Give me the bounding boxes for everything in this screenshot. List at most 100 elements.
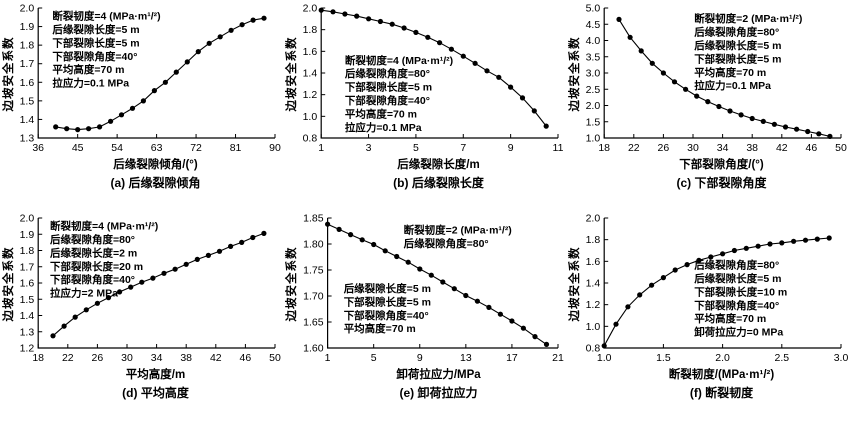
- svg-text:2.0: 2.0: [586, 100, 601, 112]
- svg-text:34: 34: [151, 352, 163, 364]
- svg-text:22: 22: [62, 352, 74, 364]
- x-axis-label-b: 后缘裂隙长度/m: [397, 159, 480, 171]
- svg-text:3: 3: [366, 142, 372, 154]
- x-axis-label-a: 后缘裂隙倾角/(°): [113, 159, 198, 171]
- svg-text:断裂韧度=2 (MPa·m¹/²): 断裂韧度=2 (MPa·m¹/²): [404, 224, 512, 237]
- svg-text:1.2: 1.2: [20, 343, 35, 355]
- svg-text:13: 13: [460, 352, 472, 364]
- svg-text:2.0: 2.0: [586, 213, 601, 225]
- svg-text:下部裂隙长度=5 m: 下部裂隙长度=5 m: [694, 52, 781, 65]
- svg-text:后缘裂隙长度=5 m: 后缘裂隙长度=5 m: [694, 272, 781, 285]
- svg-text:卸荷拉应力=0 MPa: 卸荷拉应力=0 MPa: [694, 326, 783, 339]
- chart-b: 0.8 1.0 1.2 1.4 1.6 1.8 2.0 1 3 5 7 9 11 断裂韧度=4 (MPa·…: [303, 3, 564, 155]
- panel-c: 边坡安全系数 1.0 1.5 2.0 2.5 3.0 3.5 4.0 4.5 5.0 18 22 26…: [566, 0, 849, 210]
- svg-text:2.0: 2.0: [303, 3, 318, 15]
- svg-text:1.6: 1.6: [20, 278, 35, 290]
- x-axis-label-d: 平均高度/m: [125, 369, 186, 381]
- svg-text:下部裂隙长度=5 m: 下部裂隙长度=5 m: [52, 36, 139, 49]
- svg-text:拉应力=0.1 MPa: 拉应力=0.1 MPa: [345, 121, 422, 134]
- svg-text:72: 72: [190, 142, 202, 154]
- svg-text:后缘裂隙角度=80°: 后缘裂隙角度=80°: [50, 233, 135, 246]
- x-axis-label-e: 卸荷拉应力/MPa: [396, 369, 481, 381]
- svg-text:1.3: 1.3: [20, 133, 35, 145]
- svg-text:2.0: 2.0: [20, 213, 35, 225]
- svg-text:26: 26: [658, 142, 670, 154]
- svg-text:54: 54: [111, 142, 123, 154]
- svg-text:22: 22: [628, 142, 640, 154]
- svg-text:46: 46: [806, 142, 818, 154]
- svg-text:5: 5: [371, 352, 377, 364]
- svg-text:平均高度=70 m: 平均高度=70 m: [694, 66, 766, 79]
- svg-text:30: 30: [121, 352, 133, 364]
- svg-text:断裂韧度=4 (MPa·m¹/²): 断裂韧度=4 (MPa·m¹/²): [50, 220, 158, 233]
- svg-text:2.5: 2.5: [586, 84, 601, 96]
- svg-text:9: 9: [417, 352, 423, 364]
- svg-text:46: 46: [240, 352, 252, 364]
- svg-text:1.9: 1.9: [20, 229, 35, 241]
- caption-b: (b) 后缘裂隙长度: [393, 176, 484, 190]
- svg-text:1.2: 1.2: [303, 89, 318, 101]
- svg-text:下部裂隙长度=20 m: 下部裂隙长度=20 m: [50, 260, 143, 273]
- svg-text:1.2: 1.2: [586, 299, 601, 311]
- chart-f: 0.81.01.21.41.61.82.01.0 1.5 2.0 2.5 3.0后缘裂隙…: [586, 213, 849, 365]
- svg-text:下部裂隙长度=5 m: 下部裂隙长度=5 m: [344, 295, 431, 308]
- svg-text:42: 42: [776, 142, 788, 154]
- chart-c: 1.0 1.5 2.0 2.5 3.0 3.5 4.0 4.5 5.0 18 22 26 30 34 38 4…: [586, 3, 847, 155]
- svg-text:50: 50: [269, 352, 281, 364]
- svg-text:42: 42: [210, 352, 222, 364]
- svg-text:1.8: 1.8: [20, 245, 35, 257]
- svg-text:1.7: 1.7: [20, 261, 35, 273]
- svg-text:63: 63: [151, 142, 163, 154]
- svg-text:9: 9: [508, 142, 514, 154]
- svg-text:1.85: 1.85: [303, 213, 324, 225]
- caption-f: (f) 断裂韧度: [689, 386, 754, 400]
- svg-text:后缘裂隙长度=5 m: 后缘裂隙长度=5 m: [52, 23, 139, 36]
- svg-text:断裂韧度=2 (MPa·m¹/²): 断裂韧度=2 (MPa·m¹/²): [694, 12, 802, 25]
- svg-text:1.6: 1.6: [20, 77, 35, 89]
- panel-b: 边坡安全系数 0.8 1.0 1.2 1.4 1.6 1.8 2.0 1 3 5 7 9 11 断裂韧度=…: [283, 0, 566, 210]
- svg-text:1.6: 1.6: [586, 256, 601, 268]
- svg-text:1.0: 1.0: [597, 352, 612, 364]
- svg-text:81: 81: [230, 142, 242, 154]
- svg-text:36: 36: [32, 142, 44, 154]
- svg-text:后缘裂隙角度=80°: 后缘裂隙角度=80°: [694, 259, 779, 272]
- svg-text:1.4: 1.4: [303, 68, 318, 80]
- svg-text:21: 21: [552, 352, 564, 364]
- svg-text:2.0: 2.0: [20, 3, 35, 15]
- svg-text:后缘裂隙长度=5 m: 后缘裂隙长度=5 m: [344, 282, 431, 295]
- caption-c: (c) 下部裂隙角度: [676, 176, 767, 190]
- svg-text:后缘裂隙角度=80°: 后缘裂隙角度=80°: [404, 237, 489, 250]
- svg-text:1.5: 1.5: [656, 352, 671, 364]
- panel-e: 边坡安全系数 1.60 1.65 1.70 1.75 1.80 1.85 1 5 9 13 17 21…: [283, 210, 566, 421]
- svg-text:1: 1: [325, 352, 331, 364]
- svg-text:平均高度=70 m: 平均高度=70 m: [344, 322, 416, 335]
- svg-text:17: 17: [506, 352, 518, 364]
- svg-text:1.75: 1.75: [303, 265, 324, 277]
- svg-text:7: 7: [460, 142, 466, 154]
- svg-text:38: 38: [180, 352, 192, 364]
- svg-text:平均高度=70 m: 平均高度=70 m: [694, 312, 766, 325]
- svg-text:断裂韧度=4 (MPa·m¹/²): 断裂韧度=4 (MPa·m¹/²): [52, 10, 160, 23]
- svg-text:11: 11: [553, 142, 564, 154]
- svg-text:5.0: 5.0: [586, 3, 601, 15]
- svg-text:下部裂隙角度=40°: 下部裂隙角度=40°: [345, 94, 430, 107]
- svg-text:2.0: 2.0: [715, 352, 730, 364]
- svg-text:后缘裂隙角度=80°: 后缘裂隙角度=80°: [345, 67, 430, 80]
- svg-text:1.80: 1.80: [303, 239, 324, 251]
- svg-text:后缘裂隙角度=80°: 后缘裂隙角度=80°: [694, 26, 779, 39]
- svg-text:4.5: 4.5: [586, 19, 601, 31]
- chart-e: 1.60 1.65 1.70 1.75 1.80 1.85 1 5 9 13 17 21 断裂韧度=2 …: [303, 213, 564, 365]
- svg-text:1.4: 1.4: [586, 278, 601, 290]
- svg-text:26: 26: [92, 352, 104, 364]
- svg-text:后缘裂隙长度=2 m: 后缘裂隙长度=2 m: [50, 246, 137, 259]
- svg-text:5: 5: [413, 142, 419, 154]
- svg-text:1.0: 1.0: [303, 111, 318, 123]
- svg-text:平均高度=70 m: 平均高度=70 m: [52, 63, 124, 76]
- svg-text:1.8: 1.8: [586, 234, 601, 246]
- svg-text:1.0: 1.0: [586, 133, 601, 145]
- svg-text:平均高度=70 m: 平均高度=70 m: [345, 107, 417, 120]
- svg-text:1.5: 1.5: [20, 95, 35, 107]
- svg-text:0.8: 0.8: [303, 133, 318, 145]
- chart-d: 1.2 1.3 1.4 1.5 1.6 1.7 1.8 1.9 2.0 18 22 26 30 34 38 4…: [20, 213, 281, 365]
